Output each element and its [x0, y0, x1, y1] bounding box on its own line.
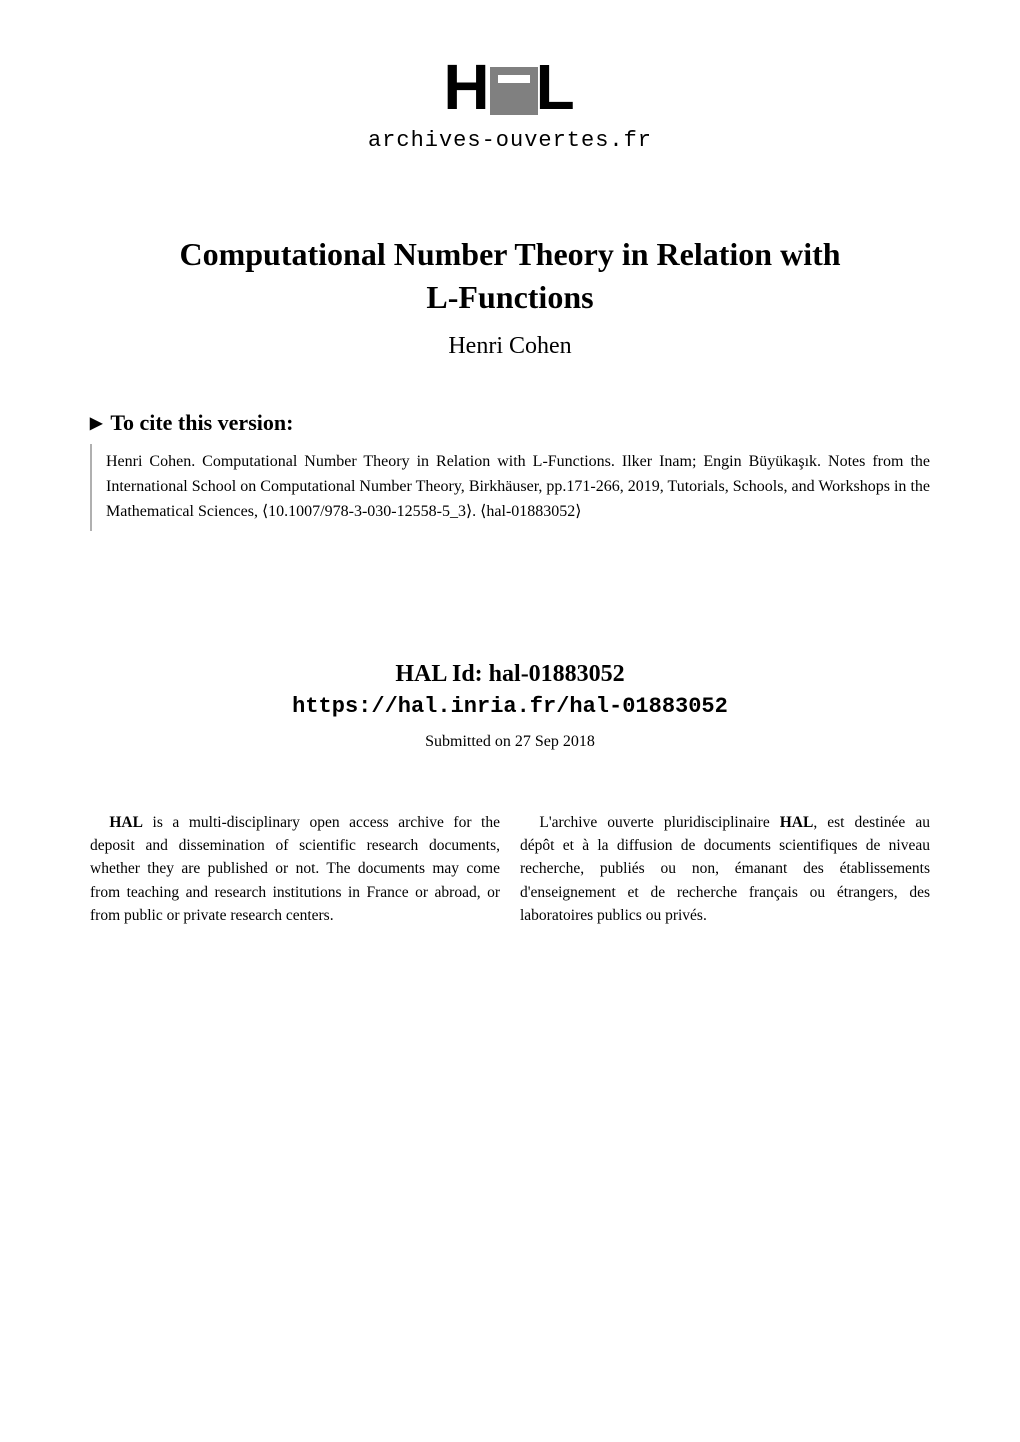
abstract-left-paragraph: HAL is a multi-disciplinary open access … — [90, 811, 500, 927]
hal-logo-letter-l: L — [536, 51, 577, 123]
hal-id-url: https://hal.inria.fr/hal-01883052 — [90, 694, 930, 719]
hal-id-section: HAL Id: hal-01883052 https://hal.inria.f… — [90, 661, 930, 751]
cite-section: To cite this version: Henri Cohen. Compu… — [90, 410, 930, 530]
citation-text: Henri Cohen. Computational Number Theory… — [90, 444, 930, 530]
hal-logo: HL archives-ouvertes.fr — [90, 50, 930, 153]
paper-title-line-1: Computational Number Theory in Relation … — [179, 236, 840, 272]
hal-logo-subtitle: archives-ouvertes.fr — [90, 128, 930, 153]
paper-author: Henri Cohen — [90, 333, 930, 360]
abstract-left-lead: HAL — [109, 814, 143, 831]
abstract-left-rest: is a multi-disciplinary open access arch… — [90, 814, 500, 924]
abstract-columns: HAL is a multi-disciplinary open access … — [90, 811, 930, 927]
hal-id-label: HAL Id: hal-01883052 — [90, 661, 930, 688]
abstract-left-column: HAL is a multi-disciplinary open access … — [90, 811, 500, 927]
hal-logo-text: HL — [90, 50, 930, 124]
paper-title: Computational Number Theory in Relation … — [90, 233, 930, 319]
abstract-right-bold: HAL — [780, 814, 814, 831]
paper-title-line-2: L-Functions — [426, 279, 593, 315]
hal-logo-letter-h: H — [443, 51, 491, 123]
abstract-right-column: L'archive ouverte pluridisciplinaire HAL… — [520, 811, 930, 927]
abstract-right-paragraph: L'archive ouverte pluridisciplinaire HAL… — [520, 811, 930, 927]
abstract-right-first: L'archive ouverte pluridisciplinaire — [539, 814, 779, 831]
cite-heading: To cite this version: — [90, 410, 930, 436]
hal-submitted-date: Submitted on 27 Sep 2018 — [90, 733, 930, 751]
hal-logo-box-icon — [490, 67, 538, 115]
